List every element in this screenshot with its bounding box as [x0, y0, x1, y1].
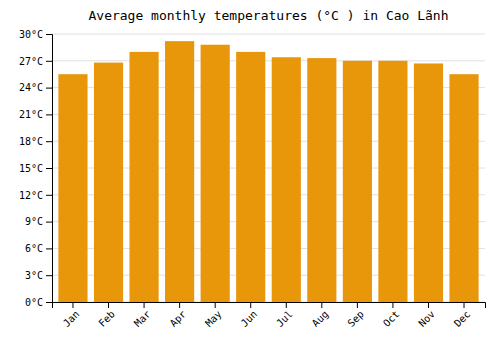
bars [58, 41, 478, 302]
tick-mark [464, 302, 465, 308]
tick: 24°C [19, 82, 52, 93]
tick-mark [215, 302, 216, 308]
tick-label: Oct [381, 308, 402, 329]
bar [307, 58, 336, 302]
tick-label: 27°C [19, 56, 43, 67]
grid-line [52, 60, 485, 61]
tick-mark [108, 302, 109, 308]
tick-label: Jan [61, 308, 82, 329]
tick-mark [46, 195, 52, 196]
tick-mark [46, 248, 52, 249]
tick: Apr [168, 302, 189, 329]
tick-label: Feb [96, 308, 117, 329]
plot-area: 0°C 3°C 6°C 9°C 12°C 15°C 18°C 21°C 24°C 27°C 30°C… [19, 29, 486, 329]
tick-label: 9°C [25, 216, 43, 227]
tick-mark [392, 302, 393, 308]
tick: 9°C [25, 216, 52, 227]
title: Average monthly temperatures (°C ) in Ca… [88, 8, 448, 23]
tick: Dec [452, 302, 473, 329]
tick: 0°C [25, 297, 52, 308]
tick-mark [46, 34, 52, 35]
tick-label: Nov [416, 308, 437, 329]
tick-mark [46, 222, 52, 223]
tick-mark [46, 88, 52, 89]
tick-label: 15°C [19, 163, 43, 174]
tick-label: Apr [168, 308, 189, 329]
tick-mark [46, 141, 52, 142]
tick: 12°C [19, 190, 52, 201]
tick: Feb [96, 302, 117, 329]
tick: 15°C [19, 163, 52, 174]
tick: 6°C [25, 243, 52, 254]
tick-mark [46, 61, 52, 62]
tick: Nov [416, 302, 437, 329]
bar [449, 74, 478, 302]
tick-label: May [203, 308, 224, 329]
tick-label: Aug [310, 308, 331, 329]
x-axis: Jan Feb Mar Apr May Jun Jul Aug Sep Oct Nov Dec [53, 302, 486, 329]
tick-mark [428, 302, 429, 308]
axis-line [46, 35, 53, 303]
tick: Jun [239, 302, 260, 329]
tick: 21°C [19, 109, 52, 120]
tick: 27°C [19, 56, 52, 67]
tick-label: 3°C [25, 270, 43, 281]
bar [58, 74, 87, 302]
tick: 18°C [19, 136, 52, 147]
bar [236, 52, 265, 302]
tick-mark [72, 302, 73, 308]
tick-mark [46, 302, 52, 303]
bar [201, 45, 230, 302]
tick-label: Jun [239, 308, 260, 329]
tick: Aug [310, 302, 331, 329]
bar [165, 41, 194, 302]
tick-mark [144, 302, 145, 308]
tick: Mar [132, 302, 153, 329]
tick-label: Sep [345, 308, 366, 329]
tick-label: Mar [132, 308, 153, 329]
tick-label: 30°C [19, 29, 43, 40]
tick: 30°C [19, 29, 52, 40]
tick-label: 6°C [25, 243, 43, 254]
tick-mark [321, 302, 322, 308]
tick: Sep [345, 302, 366, 329]
tick-mark [286, 302, 287, 308]
grid-line [52, 34, 485, 35]
tick-label: 12°C [19, 190, 43, 201]
chart: 0°C 3°C 6°C 9°C 12°C 15°C 18°C 21°C 24°C 27°C 30°C… [0, 0, 500, 350]
tick-label: 24°C [19, 82, 43, 93]
tick: Jan [61, 302, 82, 329]
y-axis: 0°C 3°C 6°C 9°C 12°C 15°C 18°C 21°C 24°C 27°C 30°C [19, 29, 53, 308]
tick: Oct [381, 302, 402, 329]
bar [272, 57, 301, 302]
bar [129, 52, 158, 302]
tick-label: 18°C [19, 136, 43, 147]
bar [343, 61, 372, 302]
grid [52, 34, 485, 302]
tick-label: 21°C [19, 109, 43, 120]
tick-label: Jul [274, 308, 295, 329]
bar [414, 63, 443, 302]
tick-mark [46, 168, 52, 169]
tick: May [203, 302, 224, 329]
bar [378, 61, 407, 302]
tick-label: 0°C [25, 297, 43, 308]
bar [94, 63, 123, 302]
axis-line [53, 303, 486, 309]
tick-mark [46, 275, 52, 276]
tick-mark [179, 302, 180, 308]
tick-mark [250, 302, 251, 308]
tick-label: Dec [452, 308, 473, 329]
tick-mark [357, 302, 358, 308]
tick: 3°C [25, 270, 52, 281]
tick-mark [46, 114, 52, 115]
tick: Jul [274, 302, 295, 329]
